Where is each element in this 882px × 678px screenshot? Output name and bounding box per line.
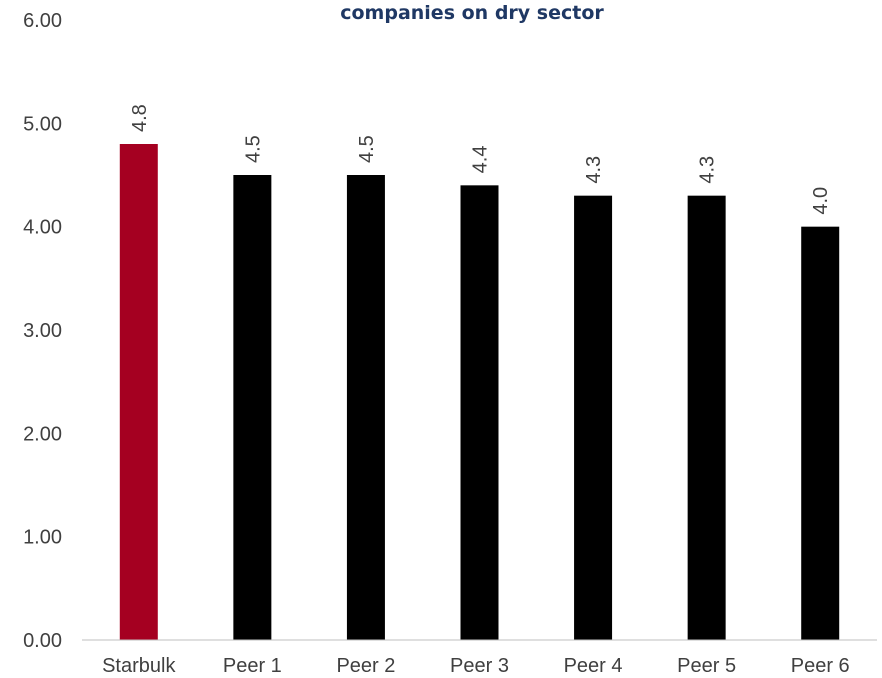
y-tick-label: 4.00 <box>23 217 62 239</box>
x-axis-labels: Starbulk Peer 1 Peer 2 Peer 3 Peer 4 Peer 5 Pe… <box>102 655 850 677</box>
data-label: 4.3 <box>583 156 605 184</box>
y-tick-label: 0.00 <box>23 630 62 652</box>
bars-group <box>119 144 840 641</box>
bar-peer-5 <box>687 195 726 640</box>
x-tick-label: Peer 6 <box>791 655 850 677</box>
y-tick-label: 1.00 <box>23 527 62 549</box>
data-label: 4.3 <box>697 156 719 184</box>
data-labels-group: 4.8 4.5 4.5 4.4 4.3 4.3 4.0 <box>129 104 832 214</box>
data-label: 4.0 <box>810 187 832 215</box>
bar-peer-3 <box>460 185 499 641</box>
x-tick-label: Peer 5 <box>677 655 736 677</box>
x-tick-label: Starbulk <box>102 655 176 677</box>
data-label: 4.5 <box>356 135 378 163</box>
x-tick-label: Peer 2 <box>336 655 395 677</box>
x-tick-label: Peer 3 <box>450 655 509 677</box>
y-tick-label: 3.00 <box>23 320 62 342</box>
y-tick-label: 6.00 <box>23 10 62 32</box>
bar-peer-6 <box>801 226 840 640</box>
y-tick-label: 2.00 <box>23 423 62 445</box>
chart-title: companies on dry sector <box>340 2 604 24</box>
y-tick-label: 5.00 <box>23 113 62 135</box>
data-label: 4.8 <box>129 104 151 132</box>
bar-peer-4 <box>574 195 613 640</box>
x-tick-label: Peer 1 <box>223 655 282 677</box>
bar-peer-2 <box>346 175 385 640</box>
x-tick-label: Peer 4 <box>564 655 623 677</box>
bar-peer-1 <box>233 175 272 640</box>
data-label: 4.4 <box>470 146 492 174</box>
bar-starbulk <box>119 144 158 640</box>
data-label: 4.5 <box>242 135 264 163</box>
y-axis-ticks: 0.00 1.00 2.00 3.00 4.00 5.00 6.00 <box>23 10 62 652</box>
